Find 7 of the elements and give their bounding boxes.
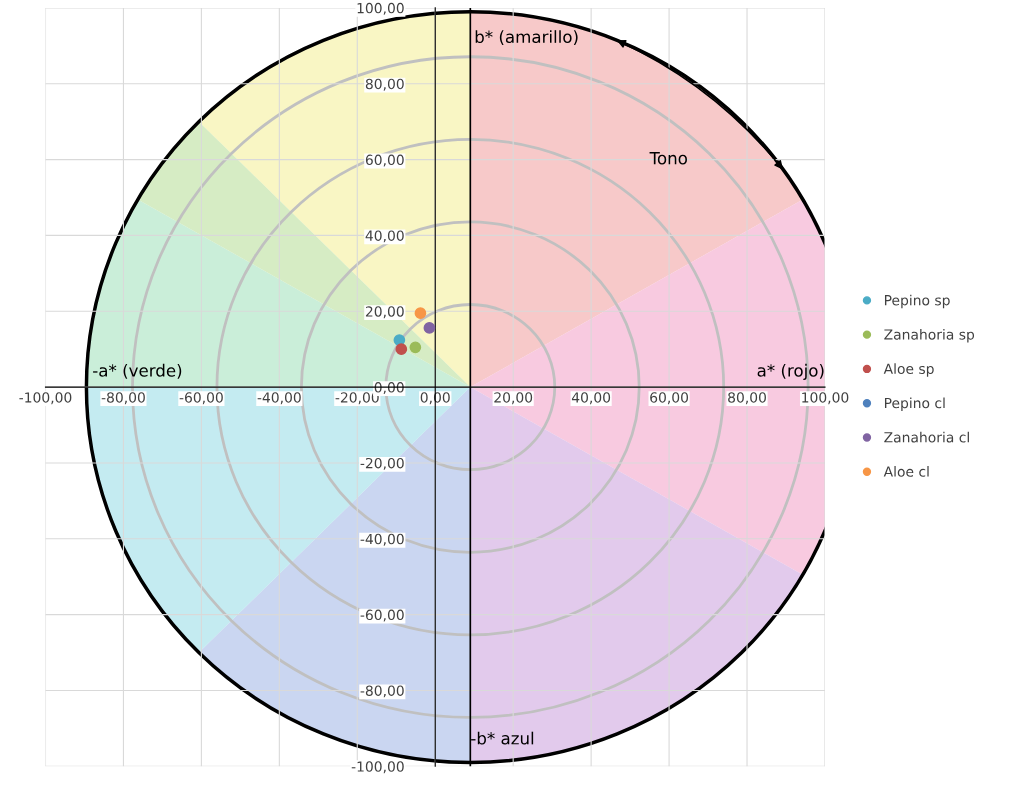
legend-label: Aloe sp	[883, 363, 934, 377]
legend-label: Pepino cl	[884, 397, 945, 411]
legend-label: Zanahoria sp	[884, 328, 975, 343]
x-tick-label: -100,00	[19, 392, 72, 405]
legend-label: Aloe cl	[883, 466, 929, 477]
legend-label: Zanahoria cl	[884, 431, 969, 443]
legend-label: Pepino sp	[884, 294, 950, 309]
